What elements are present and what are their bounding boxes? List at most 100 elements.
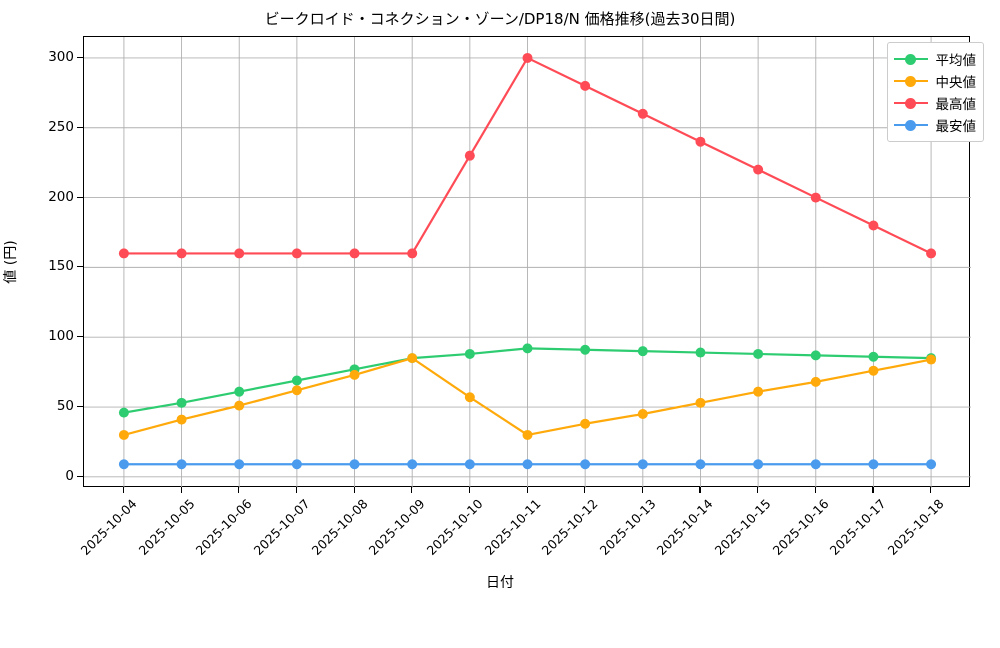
data-point-marker	[522, 52, 533, 63]
data-point-marker	[868, 459, 879, 470]
data-point-marker	[291, 375, 302, 386]
x-tick-mark	[526, 487, 528, 493]
plot-svg	[84, 37, 971, 488]
x-tick-mark	[757, 487, 759, 493]
y-axis-tick-labels: 0 50 100 150 200 250 300	[0, 36, 74, 487]
data-point-marker	[349, 369, 360, 380]
data-point-marker	[176, 397, 187, 408]
data-point-marker	[695, 136, 706, 147]
x-tick-mark	[872, 487, 874, 493]
legend-item-2[interactable]: 中央値	[893, 70, 977, 92]
data-point-marker	[753, 386, 764, 397]
data-point-marker	[176, 414, 187, 425]
x-tick-mark	[295, 487, 297, 493]
data-point-marker	[176, 459, 187, 470]
series-4	[118, 459, 937, 470]
data-point-marker	[349, 248, 360, 259]
chart-figure: ビークロイド・コネクション・ゾーン/DP18/N 価格推移(過去30日間) 値 …	[0, 10, 984, 591]
legend-item-3[interactable]: 最高値	[893, 92, 977, 114]
y-tick-label: 300	[48, 48, 74, 65]
chart-title: ビークロイド・コネクション・ゾーン/DP18/N 価格推移(過去30日間)	[264, 10, 736, 28]
legend-label: 最安値	[935, 119, 977, 135]
data-point-marker	[407, 459, 418, 470]
data-point-marker	[695, 347, 706, 358]
x-tick-mark	[930, 487, 932, 493]
data-point-marker	[118, 429, 129, 440]
legend-item-4[interactable]: 最安値	[893, 114, 977, 136]
y-tick-label: 100	[48, 328, 74, 345]
y-tick-mark	[77, 126, 83, 128]
data-point-marker	[464, 392, 475, 403]
y-tick-label: 150	[48, 258, 74, 275]
y-tick-mark	[77, 266, 83, 268]
x-tick-mark	[814, 487, 816, 493]
y-tick-label: 50	[56, 398, 74, 414]
data-point-marker	[810, 459, 821, 470]
data-point-marker	[234, 459, 245, 470]
y-tick-mark	[77, 196, 83, 198]
legend-marker-dot-icon	[904, 76, 916, 87]
data-point-marker	[580, 418, 591, 429]
x-tick-mark	[699, 487, 701, 493]
data-point-marker	[522, 429, 533, 440]
data-point-marker	[291, 385, 302, 396]
x-tick-mark	[122, 487, 124, 493]
plot-area	[83, 36, 971, 488]
x-tick-mark	[238, 487, 240, 493]
data-point-marker	[176, 248, 187, 259]
data-point-marker	[695, 459, 706, 470]
data-point-marker	[349, 459, 360, 470]
data-point-marker	[522, 459, 533, 470]
data-point-marker	[407, 248, 418, 259]
legend-label: 最高値	[935, 97, 977, 113]
data-point-marker	[868, 351, 879, 362]
y-tick-label: 250	[48, 118, 74, 135]
y-tick-mark	[77, 336, 83, 338]
y-tick-label: 0	[65, 467, 74, 484]
data-point-marker	[868, 365, 879, 376]
y-tick-label: 200	[48, 188, 74, 205]
data-point-marker	[580, 344, 591, 355]
data-point-marker	[234, 386, 245, 397]
data-point-marker	[234, 400, 245, 411]
x-tick-mark	[353, 487, 355, 493]
legend-label: 中央値	[935, 75, 977, 91]
legend-label: 平均値	[935, 53, 977, 69]
data-point-marker	[926, 248, 937, 259]
data-point-marker	[753, 348, 764, 359]
data-point-marker	[753, 164, 764, 175]
legend-marker-dot-icon	[904, 98, 916, 109]
data-point-marker	[464, 348, 475, 359]
y-tick-mark	[77, 56, 83, 59]
data-point-marker	[810, 192, 821, 203]
series-3	[118, 52, 937, 259]
x-tick-mark	[584, 487, 586, 493]
data-point-marker	[810, 376, 821, 387]
data-point-marker	[291, 248, 302, 259]
data-point-marker	[118, 459, 129, 470]
data-point-marker	[810, 350, 821, 361]
data-point-marker	[753, 459, 764, 470]
legend-item-1[interactable]: 平均値	[893, 48, 977, 70]
series-2	[118, 353, 937, 440]
legend-swatch	[893, 117, 928, 133]
data-point-marker	[580, 80, 591, 91]
data-point-marker	[464, 459, 475, 470]
data-point-marker	[234, 248, 245, 259]
legend-swatch	[893, 51, 928, 67]
data-point-marker	[926, 459, 937, 470]
x-tick-mark	[641, 487, 643, 493]
x-tick-mark	[411, 487, 413, 493]
legend-swatch	[893, 95, 928, 111]
y-tick-mark	[77, 475, 83, 477]
data-point-marker	[522, 343, 533, 354]
data-point-marker	[291, 459, 302, 470]
data-point-marker	[637, 108, 648, 119]
data-point-marker	[464, 150, 475, 161]
x-axis-label: 日付	[486, 575, 514, 591]
data-point-marker	[407, 353, 418, 364]
x-tick-mark	[468, 487, 470, 493]
data-point-marker	[118, 248, 129, 259]
data-point-marker	[926, 354, 937, 365]
data-point-marker	[868, 220, 879, 231]
